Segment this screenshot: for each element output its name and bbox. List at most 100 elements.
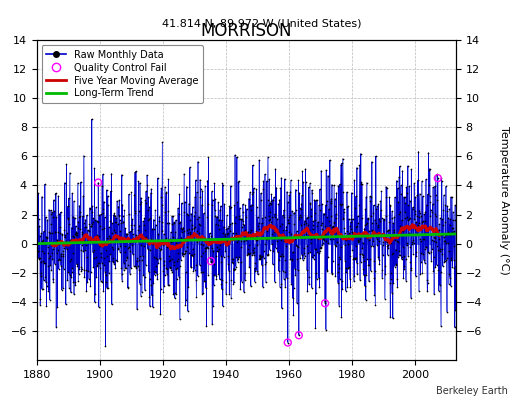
Point bbox=[409, 204, 417, 211]
Point bbox=[430, 254, 438, 261]
Point bbox=[267, 198, 276, 204]
Point bbox=[247, 233, 256, 239]
Point bbox=[228, 260, 237, 266]
Point bbox=[270, 234, 279, 240]
Point bbox=[435, 221, 443, 227]
Point bbox=[343, 189, 351, 195]
Point bbox=[159, 231, 168, 237]
Point bbox=[291, 236, 299, 242]
Point bbox=[410, 216, 419, 222]
Point bbox=[395, 174, 403, 180]
Point bbox=[303, 288, 312, 294]
Point bbox=[372, 220, 380, 226]
Point bbox=[361, 283, 369, 289]
Point bbox=[58, 230, 66, 237]
Point bbox=[217, 217, 226, 223]
Point bbox=[363, 220, 371, 226]
Point bbox=[370, 292, 379, 298]
Point bbox=[386, 202, 395, 209]
Point bbox=[143, 236, 151, 242]
Point bbox=[322, 198, 331, 205]
Point bbox=[355, 162, 364, 169]
Point bbox=[243, 206, 251, 212]
Point bbox=[182, 297, 190, 303]
Point bbox=[198, 188, 206, 194]
Point bbox=[353, 271, 362, 278]
Point bbox=[211, 272, 220, 279]
Point bbox=[392, 246, 400, 253]
Point bbox=[56, 229, 64, 236]
Point bbox=[410, 240, 418, 246]
Point bbox=[141, 287, 149, 294]
Point bbox=[64, 216, 72, 222]
Point bbox=[350, 278, 358, 284]
Point bbox=[209, 303, 217, 309]
Point bbox=[273, 226, 281, 232]
Point bbox=[436, 268, 445, 275]
Point bbox=[104, 285, 112, 291]
Point bbox=[190, 251, 198, 258]
Point bbox=[135, 267, 143, 273]
Point bbox=[226, 204, 235, 210]
Point bbox=[206, 238, 215, 244]
Point bbox=[85, 221, 94, 228]
Point bbox=[388, 208, 396, 214]
Point bbox=[187, 264, 195, 271]
Point bbox=[245, 264, 254, 270]
Point bbox=[424, 150, 432, 156]
Point bbox=[103, 253, 111, 259]
Point bbox=[173, 250, 182, 256]
Point bbox=[359, 252, 367, 258]
Point bbox=[446, 232, 454, 238]
Point bbox=[264, 251, 272, 257]
Point bbox=[281, 284, 289, 290]
Point bbox=[49, 214, 58, 220]
Point bbox=[49, 278, 58, 285]
Point bbox=[110, 210, 118, 216]
Point bbox=[181, 302, 190, 309]
Point bbox=[64, 214, 72, 221]
Point bbox=[109, 258, 117, 264]
Point bbox=[419, 236, 428, 242]
Point bbox=[214, 216, 223, 223]
Point bbox=[52, 237, 61, 244]
Point bbox=[383, 185, 391, 191]
Point bbox=[445, 274, 454, 281]
Point bbox=[111, 229, 119, 235]
Point bbox=[35, 216, 43, 222]
Point bbox=[250, 249, 258, 255]
Point bbox=[161, 209, 169, 216]
Point bbox=[275, 230, 283, 237]
Point bbox=[341, 242, 350, 249]
Point bbox=[280, 176, 289, 182]
Point bbox=[108, 259, 117, 265]
Point bbox=[134, 233, 142, 240]
Point bbox=[174, 205, 182, 211]
Point bbox=[107, 278, 115, 285]
Point bbox=[274, 200, 282, 207]
Point bbox=[200, 278, 209, 284]
Point bbox=[319, 240, 327, 246]
Point bbox=[181, 269, 190, 276]
Point bbox=[148, 292, 156, 299]
Point bbox=[416, 236, 424, 242]
Point bbox=[413, 231, 421, 237]
Point bbox=[155, 241, 163, 248]
Point bbox=[426, 212, 434, 219]
Point bbox=[115, 217, 124, 223]
Point bbox=[412, 219, 420, 225]
Point bbox=[401, 209, 409, 215]
Point bbox=[168, 213, 176, 220]
Point bbox=[176, 316, 184, 323]
Point bbox=[99, 171, 107, 178]
Point bbox=[133, 255, 141, 261]
Point bbox=[184, 230, 192, 236]
Point bbox=[237, 216, 245, 222]
Point bbox=[96, 243, 104, 249]
Point bbox=[405, 183, 413, 189]
Point bbox=[235, 216, 244, 222]
Point bbox=[331, 273, 340, 279]
Point bbox=[201, 285, 210, 291]
Point bbox=[199, 242, 207, 248]
Point bbox=[359, 254, 368, 260]
